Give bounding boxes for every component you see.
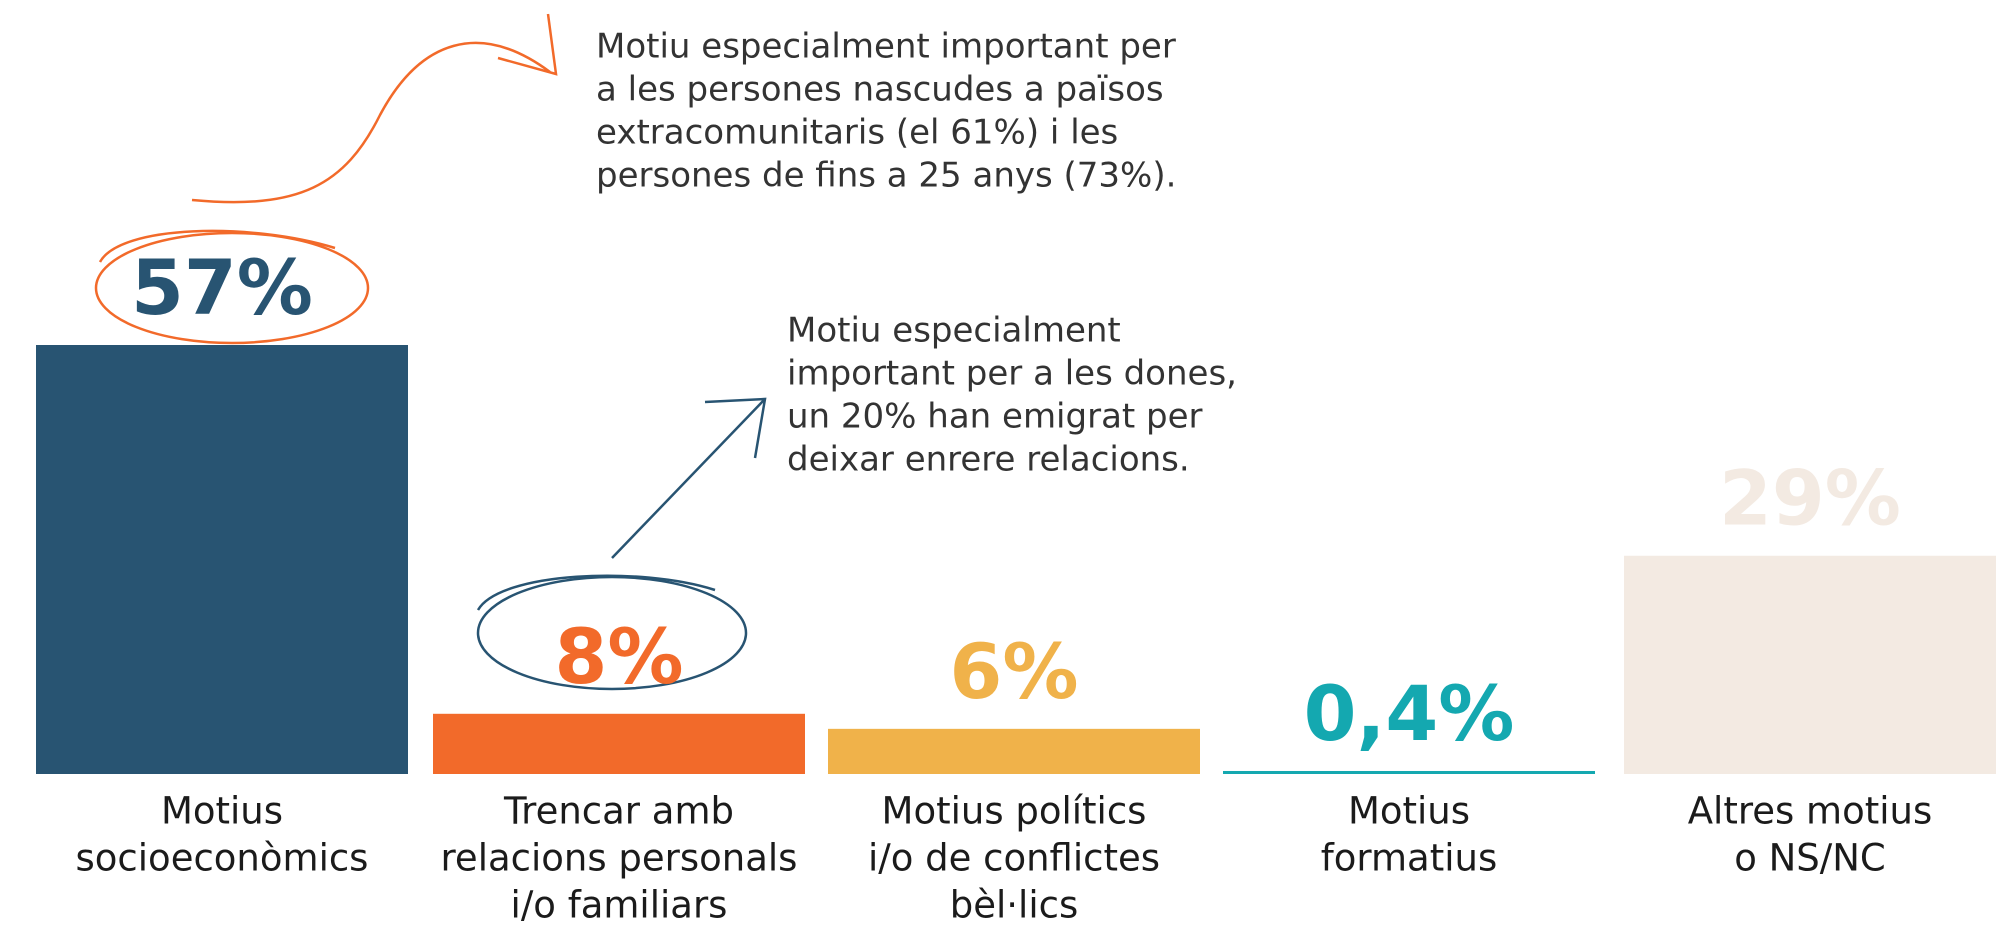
decorations <box>94 13 767 691</box>
annotation: extracomunitaris (el 61%) i les <box>596 113 1118 153</box>
category-label: Altres motius <box>1688 790 1933 833</box>
category-label: Motius polítics <box>882 790 1147 833</box>
category-label: Motius <box>161 790 283 833</box>
annotation: un 20% han emigrat per <box>787 397 1203 437</box>
arrow <box>611 398 766 559</box>
annotation: Motiu especialment <box>787 311 1121 351</box>
category-label: relacions personals <box>441 837 798 880</box>
value-label: 57% <box>131 243 313 332</box>
value-label: 8% <box>554 612 683 701</box>
bar <box>1624 555 1996 774</box>
value-label: 0,4% <box>1304 669 1515 758</box>
bar <box>1223 770 1595 774</box>
highlight-stroke <box>476 574 716 611</box>
category-label: bèl·lics <box>950 884 1078 927</box>
arrow <box>191 41 551 204</box>
annotation: persones de fins a 25 anys (73%). <box>596 156 1176 196</box>
value-label: 29% <box>1719 454 1901 543</box>
value-label: 6% <box>949 627 1078 716</box>
category-label: Motius <box>1348 790 1470 833</box>
category-label: i/o de conflictes <box>868 837 1160 880</box>
annotation: Motiu especialment important per <box>596 27 1176 67</box>
category-label: socioeconòmics <box>76 837 369 880</box>
bar <box>433 713 805 774</box>
bar <box>828 728 1200 774</box>
annotation: a les persones nascudes a països <box>596 70 1164 110</box>
annotation: important per a les dones, <box>787 354 1237 394</box>
arrowhead <box>497 13 558 76</box>
highlight-stroke <box>98 229 336 263</box>
category-label: i/o familiars <box>511 884 728 927</box>
highlight-ellipse <box>476 575 748 691</box>
highlight-ellipse <box>94 231 370 345</box>
arrowhead <box>704 397 767 459</box>
category-label: o NS/NC <box>1734 837 1886 880</box>
bar <box>36 345 408 774</box>
category-label: Trencar amb <box>503 790 734 833</box>
annotation: deixar enrere relacions. <box>787 440 1190 480</box>
category-label: formatius <box>1321 837 1497 880</box>
